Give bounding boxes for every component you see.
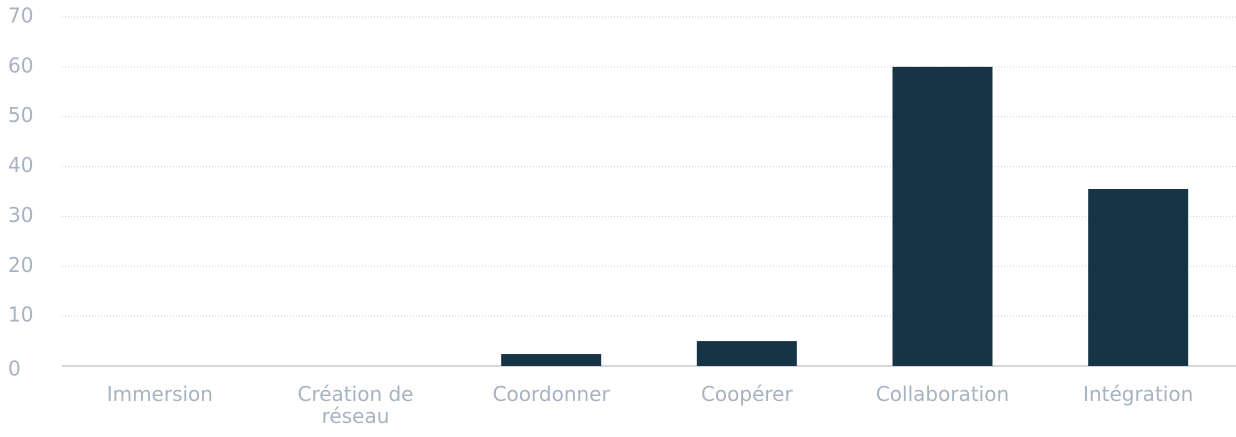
bar: [892, 66, 993, 366]
x-tick-label: Coordonner: [492, 382, 610, 406]
bar: [1088, 189, 1189, 366]
y-tick-label: 0: [8, 357, 21, 381]
y-tick-label: 60: [8, 53, 33, 77]
y-tick-label: 20: [8, 253, 33, 277]
y-tick-label: 40: [8, 153, 33, 177]
x-tick-label: Collaboration: [875, 382, 1010, 406]
bar: [501, 354, 602, 366]
y-tick-label: 50: [8, 103, 33, 127]
x-tick-label: Création de réseau: [297, 382, 414, 428]
x-tick-label: Coopérer: [700, 382, 793, 406]
x-tick-label: Intégration: [1083, 382, 1194, 406]
y-tick-label: 30: [8, 203, 33, 227]
bar: [696, 341, 797, 366]
y-tick-label: 10: [8, 303, 33, 327]
x-tick-label: Immersion: [106, 382, 213, 406]
y-tick-label: 70: [8, 4, 33, 28]
